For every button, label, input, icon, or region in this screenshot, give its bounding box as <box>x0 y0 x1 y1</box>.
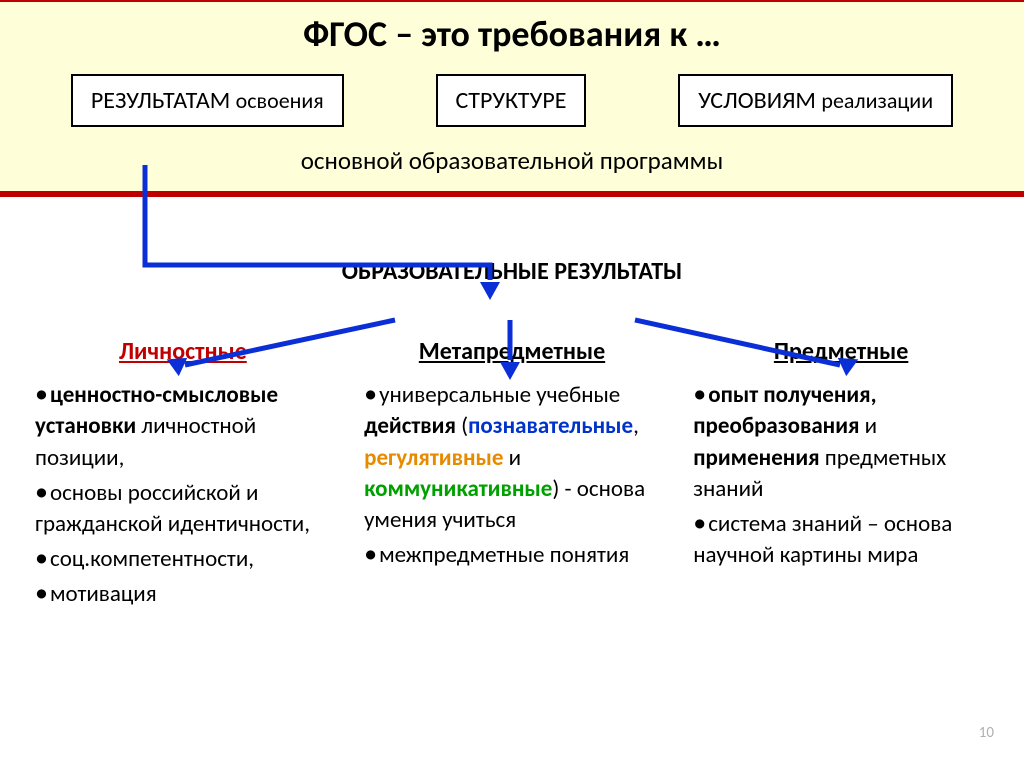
box-results: РЕЗУЛЬТАТАМ освоения <box>71 74 344 127</box>
header-section: ФГОС – это требования к … РЕЗУЛЬТАТАМ ос… <box>0 0 1024 193</box>
list-item: система знаний – основа научной картины … <box>693 505 989 571</box>
col1-list: ценностно-смысловые установки личностной… <box>35 376 331 610</box>
list-item: соц.компетентности, <box>35 540 331 575</box>
column-personal: Личностные ценностно-смысловые установки… <box>35 336 331 610</box>
list-item: мотивация <box>35 575 331 610</box>
requirement-boxes: РЕЗУЛЬТАТАМ освоения СТРУКТУРЕ УСЛОВИЯМ … <box>20 74 1004 127</box>
box-structure: СТРУКТУРЕ <box>436 74 587 127</box>
col2-title: Метапредметные <box>364 336 660 368</box>
col2-list: универсальные учебные действия (познават… <box>364 376 660 570</box>
page-number: 10 <box>979 724 994 742</box>
column-subject: Предметные опыт получения, преобразовани… <box>693 336 989 610</box>
list-item: межпредметные понятия <box>364 536 660 571</box>
list-item: основы российской и гражданской идентичн… <box>35 474 331 540</box>
subtitle: основной образовательной программы <box>20 145 1004 176</box>
list-item: ценностно-смысловые установки личностной… <box>35 376 331 473</box>
box-conditions: УСЛОВИЯМ реализации <box>678 74 953 127</box>
col3-list: опыт получения, преобразования и примене… <box>693 376 989 570</box>
list-item: опыт получения, преобразования и примене… <box>693 376 989 504</box>
column-metasubject: Метапредметные универсальные учебные дей… <box>364 336 660 610</box>
col1-title: Личностные <box>35 336 331 368</box>
col3-title: Предметные <box>693 336 989 368</box>
content-section: ОБРАЗОВАТЕЛЬНЫЕ РЕЗУЛЬТАТЫ Личностные це… <box>0 193 1024 733</box>
columns-row: Личностные ценностно-смысловые установки… <box>20 336 1004 610</box>
section-heading: ОБРАЗОВАТЕЛЬНЫЕ РЕЗУЛЬТАТЫ <box>20 257 1004 286</box>
main-title: ФГОС – это требования к … <box>20 12 1004 56</box>
list-item: универсальные учебные действия (познават… <box>364 376 660 535</box>
